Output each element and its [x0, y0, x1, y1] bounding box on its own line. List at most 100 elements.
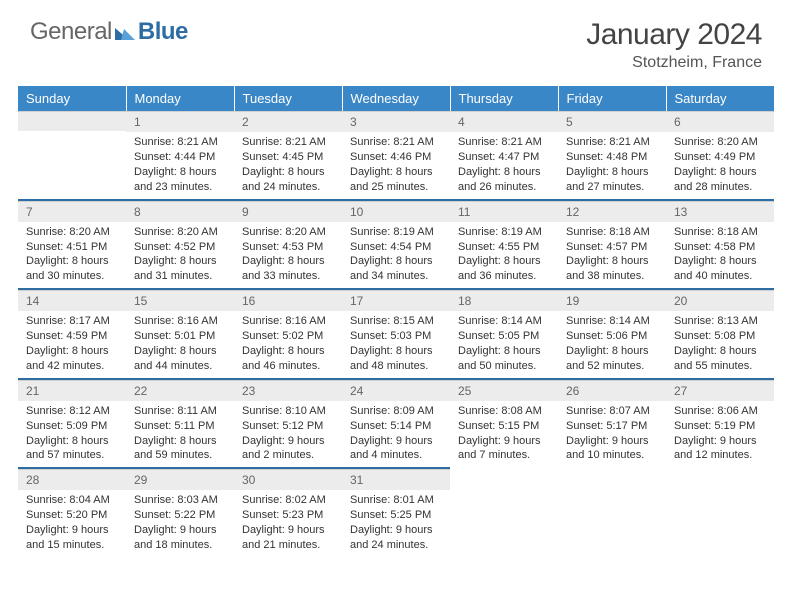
- day-header: Friday: [558, 86, 666, 111]
- calendar-cell: 1Sunrise: 8:21 AMSunset: 4:44 PMDaylight…: [126, 111, 234, 200]
- calendar-week-row: 21 Sunrise: 8:12 AMSunset: 5:09 PM Dayligh…: [18, 379, 774, 469]
- day-line: Sunset: 5:12 PM: [242, 419, 334, 434]
- day-line: Sunset: 5:15 PM: [458, 419, 550, 434]
- day-content: Sunrise: 8:19 AMSunset: 4:54 PMDaylight:…: [342, 222, 450, 288]
- day-line: Sunrise: 8:10 AM: [242, 404, 334, 419]
- day-line: Sunrise: 8:19 AM: [350, 225, 442, 240]
- day-line: Sunrise: 8:04 AM: [26, 493, 118, 508]
- day-line: and 46 minutes.: [242, 359, 334, 374]
- calendar-cell: 29Sunrise: 8:03 AMSunset: 5:22 PMDayligh…: [126, 468, 234, 557]
- day-number: 4: [450, 111, 558, 132]
- day-line: and 23 minutes.: [134, 180, 226, 195]
- day-line: Sunset: 5:09 PM: [26, 419, 118, 434]
- day-line: Sunrise: 8:01 AM: [350, 493, 442, 508]
- day-line: Sunrise: 8:20 AM: [674, 135, 766, 150]
- day-number: 2: [234, 111, 342, 132]
- calendar-cell: 6Sunrise: 8:20 AMSunset: 4:49 PMDaylight…: [666, 111, 774, 200]
- day-line: and 24 minutes.: [242, 180, 334, 195]
- day-content: Sunrise: 8:09 AMSunset: 5:14 PMDaylight:…: [342, 401, 450, 467]
- day-line: Sunset: 4:47 PM: [458, 150, 550, 165]
- day-line: and 33 minutes.: [242, 269, 334, 284]
- calendar-cell: [18, 111, 126, 200]
- calendar-cell: 15Sunrise: 8:16 AMSunset: 5:01 PMDayligh…: [126, 289, 234, 379]
- day-line: Daylight: 8 hours: [134, 344, 226, 359]
- day-line: and 18 minutes.: [134, 538, 226, 553]
- day-line: and 15 minutes.: [26, 538, 118, 553]
- day-line: Sunset: 4:59 PM: [26, 329, 118, 344]
- logo: General Blue: [30, 18, 188, 46]
- calendar-cell: 28Sunrise: 8:04 AMSunset: 5:20 PMDayligh…: [18, 468, 126, 557]
- day-content: Sunrise: 8:21 AMSunset: 4:44 PMDaylight:…: [126, 132, 234, 198]
- day-number: 10: [342, 201, 450, 222]
- day-line: Daylight: 8 hours: [674, 254, 766, 269]
- day-number: 18: [450, 290, 558, 311]
- day-line: Sunset: 5:20 PM: [26, 508, 118, 523]
- day-line: Sunset: 5:05 PM: [458, 329, 550, 344]
- day-line: Sunset: 5:08 PM: [674, 329, 766, 344]
- calendar-cell: 5Sunrise: 8:21 AMSunset: 4:48 PMDaylight…: [558, 111, 666, 200]
- day-number: 15: [126, 290, 234, 311]
- calendar-cell: 9Sunrise: 8:20 AMSunset: 4:53 PMDaylight…: [234, 200, 342, 290]
- day-line: Daylight: 9 hours: [566, 434, 658, 449]
- day-line: and 28 minutes.: [674, 180, 766, 195]
- calendar-cell: [666, 468, 774, 557]
- day-number: 13: [666, 201, 774, 222]
- day-line: Sunrise: 8:21 AM: [566, 135, 658, 150]
- day-content: Sunrise: 8:19 AMSunset: 4:55 PMDaylight:…: [450, 222, 558, 288]
- day-line: and 24 minutes.: [350, 538, 442, 553]
- day-line: Sunset: 4:49 PM: [674, 150, 766, 165]
- day-line: Sunset: 4:45 PM: [242, 150, 334, 165]
- day-line: Sunrise: 8:18 AM: [674, 225, 766, 240]
- day-line: Sunset: 4:48 PM: [566, 150, 658, 165]
- day-content: Sunrise: 8:06 AMSunset: 5:19 PMDaylight:…: [666, 401, 774, 467]
- day-line: Sunrise: 8:19 AM: [458, 225, 550, 240]
- calendar-cell: 10Sunrise: 8:19 AMSunset: 4:54 PMDayligh…: [342, 200, 450, 290]
- day-line: Sunset: 4:57 PM: [566, 240, 658, 255]
- day-line: Sunrise: 8:13 AM: [674, 314, 766, 329]
- day-line: Sunrise: 8:20 AM: [134, 225, 226, 240]
- day-line: Sunrise: 8:12 AM: [26, 404, 118, 419]
- day-content: Sunrise: 8:16 AMSunset: 5:01 PMDaylight:…: [126, 311, 234, 377]
- day-content: Sunrise: 8:10 AMSunset: 5:12 PMDaylight:…: [234, 401, 342, 467]
- day-line: Sunset: 4:51 PM: [26, 240, 118, 255]
- day-line: Daylight: 9 hours: [674, 434, 766, 449]
- day-line: Daylight: 9 hours: [134, 523, 226, 538]
- day-header: Tuesday: [234, 86, 342, 111]
- day-line: Sunset: 5:06 PM: [566, 329, 658, 344]
- calendar-cell: 7Sunrise: 8:20 AMSunset: 4:51 PMDaylight…: [18, 200, 126, 290]
- calendar-cell: 18Sunrise: 8:14 AMSunset: 5:05 PMDayligh…: [450, 289, 558, 379]
- day-line: and 30 minutes.: [26, 269, 118, 284]
- day-line: Daylight: 9 hours: [350, 523, 442, 538]
- day-line: Sunrise: 8:02 AM: [242, 493, 334, 508]
- day-line: Daylight: 8 hours: [566, 165, 658, 180]
- day-content: Sunrise: 8:14 AMSunset: 5:06 PMDaylight:…: [558, 311, 666, 377]
- day-line: Sunset: 4:54 PM: [350, 240, 442, 255]
- calendar-cell: 13Sunrise: 8:18 AMSunset: 4:58 PMDayligh…: [666, 200, 774, 290]
- day-content: Sunrise: 8:11 AMSunset: 5:11 PMDaylight:…: [126, 401, 234, 467]
- day-line: Sunrise: 8:21 AM: [242, 135, 334, 150]
- day-content: Sunrise: 8:07 AMSunset: 5:17 PMDaylight:…: [558, 401, 666, 467]
- day-number: 9: [234, 201, 342, 222]
- day-line: and 26 minutes.: [458, 180, 550, 195]
- day-line: Daylight: 8 hours: [26, 254, 118, 269]
- day-number: 21: [18, 380, 126, 401]
- day-content: Sunrise: 8:13 AMSunset: 5:08 PMDaylight:…: [666, 311, 774, 377]
- day-line: Sunrise: 8:20 AM: [26, 225, 118, 240]
- day-content: Sunrise: 8:18 AMSunset: 4:58 PMDaylight:…: [666, 222, 774, 288]
- day-line: Daylight: 8 hours: [242, 254, 334, 269]
- day-line: Sunset: 4:55 PM: [458, 240, 550, 255]
- day-line: Daylight: 9 hours: [350, 434, 442, 449]
- day-content: Sunrise: 8:21 AMSunset: 4:46 PMDaylight:…: [342, 132, 450, 198]
- day-content: Sunrise: 8:18 AMSunset: 4:57 PMDaylight:…: [558, 222, 666, 288]
- day-line: Sunrise: 8:14 AM: [458, 314, 550, 329]
- day-line: and 21 minutes.: [242, 538, 334, 553]
- day-line: Sunset: 5:02 PM: [242, 329, 334, 344]
- day-header-row: Sunday Monday Tuesday Wednesday Thursday…: [18, 86, 774, 111]
- calendar-cell: 4Sunrise: 8:21 AMSunset: 4:47 PMDaylight…: [450, 111, 558, 200]
- day-number: 27: [666, 380, 774, 401]
- day-line: Daylight: 9 hours: [242, 434, 334, 449]
- day-number: 29: [126, 469, 234, 490]
- calendar-week-row: 1Sunrise: 8:21 AMSunset: 4:44 PMDaylight…: [18, 111, 774, 200]
- day-line: Daylight: 8 hours: [26, 344, 118, 359]
- day-number: 31: [342, 469, 450, 490]
